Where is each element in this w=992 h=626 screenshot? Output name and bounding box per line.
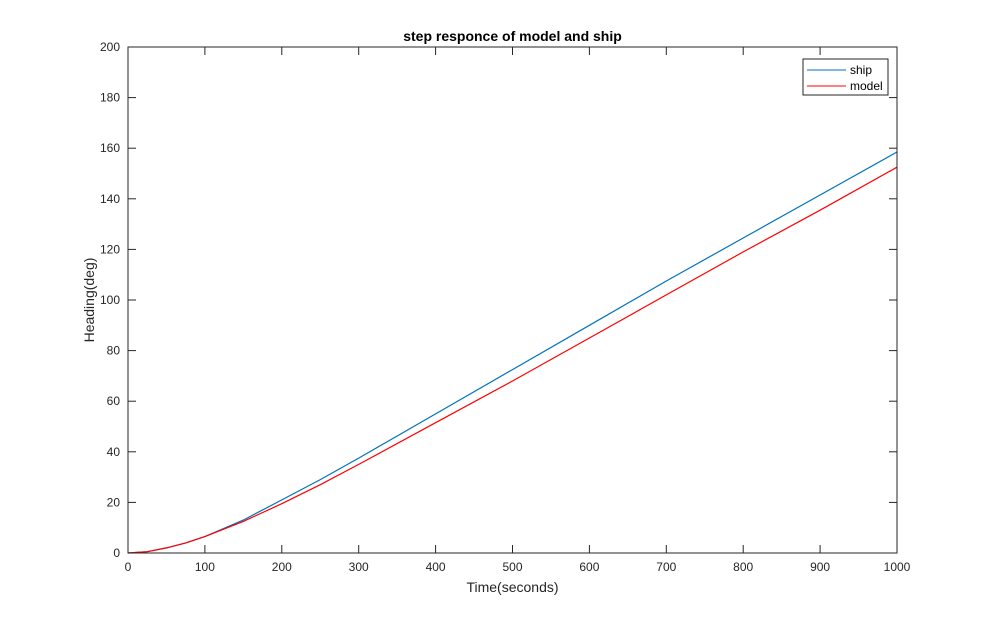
legend-box <box>802 58 889 96</box>
legend: ship model <box>802 58 889 96</box>
x-tick-label: 0 <box>125 560 132 574</box>
y-tick-label: 180 <box>100 91 120 105</box>
x-tick-label: 400 <box>426 560 446 574</box>
x-tick-label: 200 <box>272 560 292 574</box>
y-tick-label: 0 <box>113 546 120 560</box>
x-tick-label: 800 <box>733 560 753 574</box>
x-axis-label: Time(seconds) <box>466 579 558 595</box>
y-tick-label: 80 <box>107 344 121 358</box>
plot-frame <box>127 46 898 554</box>
ticks-layer: 0 100 200 300 400 500 600 700 800 900 1000 0 20 40 60 8… <box>100 40 911 574</box>
x-tick-label: 100 <box>195 560 215 574</box>
chart-title: step responce of model and ship <box>403 28 622 44</box>
y-tick-label: 20 <box>107 495 121 509</box>
x-tick-label: 500 <box>502 560 522 574</box>
x-tick-label: 300 <box>349 560 369 574</box>
series-line-model <box>127 166 898 554</box>
y-tick-label: 120 <box>100 242 120 256</box>
plot-area <box>128 47 897 553</box>
legend-label-model: model <box>850 79 883 93</box>
y-tick-label: 160 <box>100 141 120 155</box>
legend-label-ship: ship <box>850 63 872 77</box>
y-tick-label: 200 <box>100 40 120 54</box>
y-tick-label: 40 <box>107 445 121 459</box>
x-tick-label: 600 <box>579 560 599 574</box>
y-tick-label: 140 <box>100 192 120 206</box>
x-tick-label: 700 <box>656 560 676 574</box>
series-layer <box>127 151 898 554</box>
y-tick-label: 60 <box>107 394 121 408</box>
x-tick-label: 1000 <box>884 560 911 574</box>
y-tick-label: 100 <box>100 293 120 307</box>
y-axis-label: Heading(deg) <box>81 258 97 343</box>
x-tick-label: 900 <box>810 560 830 574</box>
